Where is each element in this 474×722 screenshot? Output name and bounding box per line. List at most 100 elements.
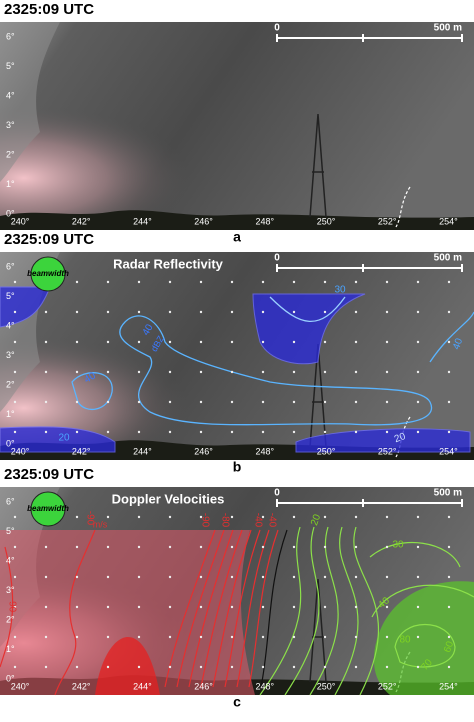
contour-label: -90 <box>199 513 210 528</box>
grid-dot <box>261 370 265 374</box>
grid-dot <box>137 515 141 519</box>
scale-bar <box>276 264 463 272</box>
grid-dot <box>323 515 327 519</box>
grid-dot <box>261 280 265 284</box>
y-label: 0° <box>6 438 15 448</box>
grid-dot <box>230 515 234 519</box>
grid-dot <box>44 400 48 404</box>
grid-dot <box>13 575 17 579</box>
grid-dot <box>447 545 451 549</box>
contour-line <box>0 529 96 696</box>
grid-dot <box>416 310 420 314</box>
grid-dot <box>75 665 79 669</box>
grid-dot <box>292 430 296 434</box>
grid-dot <box>44 370 48 374</box>
y-label: 6° <box>6 261 15 271</box>
contour-line <box>71 311 474 411</box>
y-label: 1° <box>6 644 15 654</box>
grid-dot <box>75 430 79 434</box>
y-label: 3° <box>6 350 15 360</box>
y-label: 1° <box>6 179 15 189</box>
grid-dot <box>385 665 389 669</box>
contour-label: -80 <box>219 513 230 528</box>
grid-dot <box>261 605 265 609</box>
grid-dot <box>13 545 17 549</box>
scale-end: 500 m <box>434 23 462 34</box>
grid-dot <box>75 545 79 549</box>
y-label: 3° <box>6 120 15 130</box>
grid-dot <box>261 635 265 639</box>
tower <box>309 113 327 218</box>
x-label: 252° <box>378 681 397 691</box>
grid-dot <box>447 635 451 639</box>
grid-dot <box>230 400 234 404</box>
grid-dot <box>168 340 172 344</box>
y-label: 4° <box>6 320 15 330</box>
contour-label: -40 <box>266 513 277 528</box>
grid-dot <box>13 605 17 609</box>
grid-dot <box>323 665 327 669</box>
grid-dot <box>292 340 296 344</box>
grid-dot <box>13 430 17 434</box>
grid-dot <box>168 310 172 314</box>
x-label: 250° <box>317 446 336 456</box>
grid-dot <box>199 665 203 669</box>
grid-dot <box>354 430 358 434</box>
badge-label: beamwidth <box>27 504 69 513</box>
grid-dot <box>230 430 234 434</box>
grid-dot <box>354 340 358 344</box>
grid-dot <box>354 635 358 639</box>
grid-dot <box>385 605 389 609</box>
scale-start: 0 <box>274 23 280 34</box>
contour-line <box>212 529 252 688</box>
grid-dot <box>292 665 296 669</box>
reflectivity-area <box>0 426 116 453</box>
grid-dot <box>292 545 296 549</box>
grid-dot <box>168 605 172 609</box>
y-label: 5° <box>6 61 15 71</box>
contour-label: 60 <box>442 640 456 655</box>
grid-dot <box>168 545 172 549</box>
grid-dot <box>230 605 234 609</box>
contour-line <box>309 526 339 696</box>
grid-dot <box>292 280 296 284</box>
grid-dot <box>106 665 110 669</box>
grid-dot <box>75 515 79 519</box>
grid-dot <box>75 370 79 374</box>
grid-dot <box>354 605 358 609</box>
grid-dot <box>75 280 79 284</box>
grid-dot <box>385 515 389 519</box>
grid-dot <box>323 280 327 284</box>
grid-dot <box>199 575 203 579</box>
grid-dot <box>323 635 327 639</box>
grid-dot <box>261 515 265 519</box>
grid-dot <box>416 340 420 344</box>
grid-dot <box>137 310 141 314</box>
grid-dot <box>44 605 48 609</box>
y-label: 2° <box>6 379 15 389</box>
grid-dot <box>385 340 389 344</box>
grid-dot <box>137 635 141 639</box>
grid-dot <box>106 635 110 639</box>
scale-bar <box>276 34 463 42</box>
contour-line <box>119 315 433 426</box>
grid-dot <box>106 545 110 549</box>
grid-dot <box>199 605 203 609</box>
grid-dot <box>230 575 234 579</box>
grid-dot <box>106 430 110 434</box>
x-label: 246° <box>194 446 213 456</box>
grid-dot <box>261 575 265 579</box>
grid-dot <box>447 280 451 284</box>
panel-title: Doppler Velocities <box>112 491 225 506</box>
panel-image: 0° 1° 2° 3° 4° 5° 6° 240° 242° 244° 246° 248° 250° 25… <box>0 487 474 696</box>
grid-dot <box>261 545 265 549</box>
grid-dot <box>354 370 358 374</box>
badge <box>30 491 66 527</box>
y-label: 0° <box>6 208 15 218</box>
grid-dot <box>13 280 17 284</box>
grid-dot <box>199 400 203 404</box>
grid-dot <box>385 575 389 579</box>
y-label: 3° <box>6 585 15 595</box>
grid-dot <box>75 605 79 609</box>
